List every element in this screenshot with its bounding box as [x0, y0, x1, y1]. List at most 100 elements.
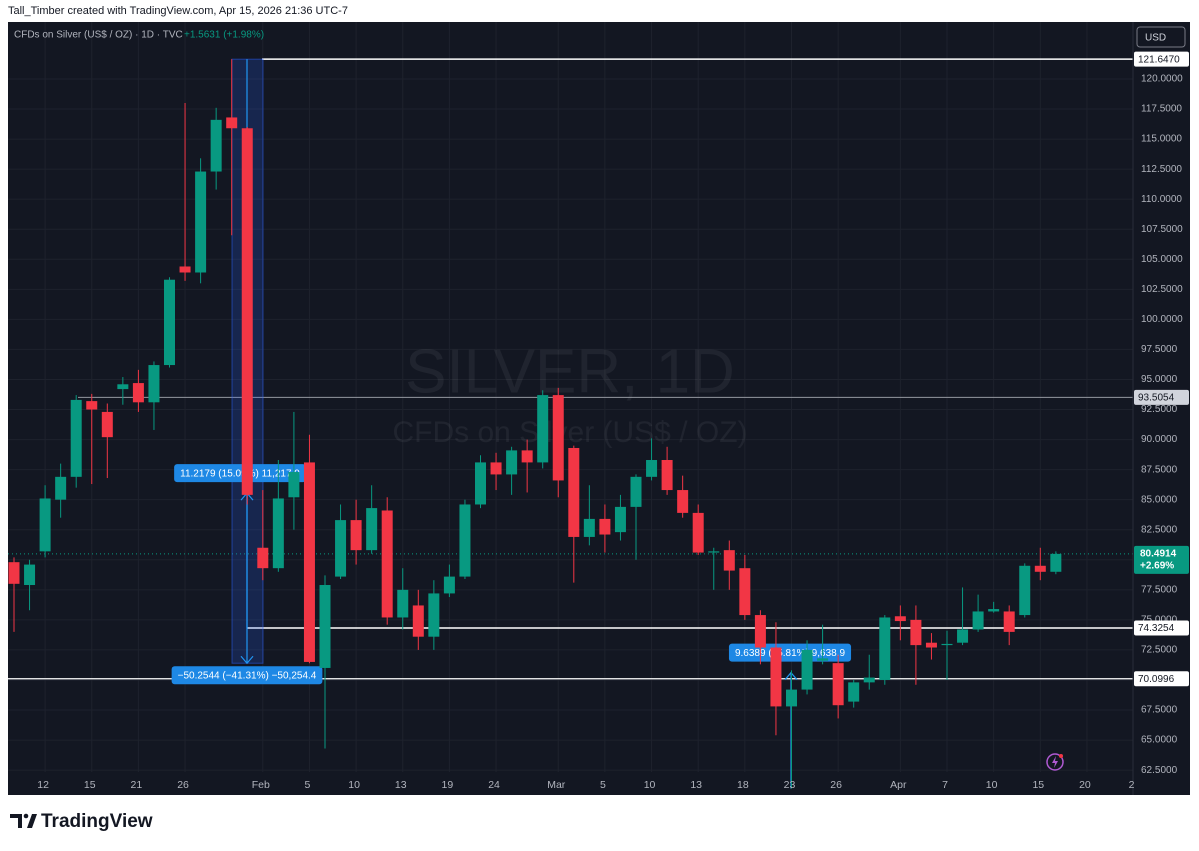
candle-body: [117, 384, 129, 390]
horizontal-line-label: 74.3254: [1138, 623, 1175, 634]
candle-body: [164, 279, 175, 366]
y-tick-label: 65.0000: [1141, 735, 1178, 746]
candle-body: [475, 462, 486, 505]
y-tick-label: 112.5000: [1141, 164, 1182, 175]
candle-body: [708, 551, 720, 553]
candle-body: [490, 462, 502, 475]
x-tick-label: 26: [830, 779, 842, 791]
candle-body: [459, 504, 471, 577]
candle-body: [319, 585, 331, 668]
x-tick-label: 10: [986, 779, 998, 791]
symbol-change: +1.5631 (+1.98%): [184, 30, 264, 41]
x-tick-label: 26: [177, 779, 189, 791]
candle-body: [132, 383, 144, 403]
candle-body: [568, 447, 580, 537]
candle-body: [303, 462, 315, 662]
x-tick-label: 5: [600, 779, 606, 791]
x-tick-label: 19: [442, 779, 454, 791]
y-tick-label: 120.0000: [1141, 74, 1183, 85]
candle-body: [599, 518, 611, 535]
x-tick-label: 20: [1079, 779, 1091, 791]
y-tick-label: 87.5000: [1141, 464, 1178, 475]
candle-body: [832, 663, 844, 706]
attribution: Tall_Timber created with TradingView.com…: [8, 5, 348, 17]
candle-body: [614, 506, 626, 533]
candle-body: [801, 649, 813, 690]
candle-body: [195, 171, 207, 273]
candle-body: [39, 498, 51, 552]
horizontal-line-label-box: [1134, 620, 1189, 636]
symbol-info: CFDs on Silver (US$ / OZ) · 1D · TVC: [14, 30, 183, 41]
y-tick-label: 77.5000: [1141, 584, 1178, 595]
candle-body: [661, 460, 673, 491]
candle-body: [817, 658, 829, 661]
measure-arrow-head: [240, 655, 254, 665]
y-tick-label: 85.0000: [1141, 494, 1178, 505]
candle-body: [350, 520, 362, 551]
x-tick-label: 13: [395, 779, 407, 791]
logo-mark-dot: [23, 813, 29, 819]
currency-button[interactable]: [1136, 26, 1186, 48]
chart-pane: [8, 22, 1190, 795]
candle-body: [910, 619, 922, 646]
candle-body: [848, 682, 860, 702]
candle-body: [443, 576, 455, 594]
horizontal-line-label: 70.0996: [1138, 674, 1175, 685]
candle-body: [786, 689, 797, 707]
x-tick-label: 10: [644, 779, 656, 791]
y-tick-label: 95.0000: [1141, 374, 1178, 385]
y-tick-label: 115.0000: [1141, 134, 1182, 145]
candle-body: [630, 476, 642, 507]
x-tick-label: Apr: [890, 779, 907, 791]
x-tick-label: 21: [131, 779, 143, 791]
y-tick-label: 67.5000: [1141, 705, 1178, 716]
y-tick-label: 92.5000: [1141, 404, 1178, 415]
currency-label[interactable]: USD: [1145, 33, 1166, 44]
y-tick-label: 62.5000: [1141, 765, 1178, 776]
candle-body: [335, 520, 347, 577]
x-tick-label: 18: [737, 779, 749, 791]
last-price-box: [1134, 545, 1189, 574]
candle-body: [210, 119, 222, 172]
y-tick-label: 105.0000: [1141, 254, 1183, 265]
candle-body: [754, 615, 766, 648]
candle-body: [552, 395, 564, 481]
candle-body: [397, 589, 409, 618]
x-tick-label: 7: [942, 779, 948, 791]
candle-body: [1003, 611, 1015, 632]
x-tick-label: 2: [1129, 779, 1135, 791]
candle-body: [677, 490, 689, 513]
candle-body: [428, 593, 440, 637]
candle-body: [957, 629, 969, 643]
horizontal-line-label: 121.6470: [1138, 54, 1180, 65]
last-change-label: +2.69%: [1140, 561, 1174, 572]
candle-body: [241, 128, 253, 495]
y-tick-label: 75.0000: [1141, 615, 1178, 626]
candle-body: [8, 562, 20, 584]
horizontal-line-label: 93.5054: [1138, 393, 1175, 404]
candle-body: [55, 476, 67, 500]
y-tick-label: 72.5000: [1141, 645, 1178, 656]
measure-label: 9.6389 (15.81%) 9,638.9: [735, 648, 846, 659]
x-tick-label: 12: [37, 779, 49, 791]
candle-body: [537, 395, 549, 463]
watermark-symbol: SILVER, 1D: [405, 337, 735, 406]
grid: [8, 22, 1135, 772]
candle-body: [925, 642, 937, 648]
measure-label: 11.2179 (15.09%) 11,217.9: [180, 468, 300, 479]
candle-body: [288, 472, 300, 498]
measure-label-box: [174, 464, 306, 483]
candle-body: [646, 460, 658, 477]
candle-body: [101, 411, 113, 438]
x-tick-label: 5: [305, 779, 311, 791]
alert-dot: [1059, 754, 1063, 758]
x-tick-label: 10: [348, 779, 360, 791]
horizontal-line-label-box: [1134, 389, 1189, 405]
y-tick-label: 90.0000: [1141, 434, 1178, 445]
candle-body: [86, 401, 98, 410]
last-price-label: 80.4914: [1140, 549, 1177, 560]
alert-icon[interactable]: [1046, 753, 1064, 771]
candle-body: [723, 550, 735, 571]
candle-body: [272, 498, 284, 569]
